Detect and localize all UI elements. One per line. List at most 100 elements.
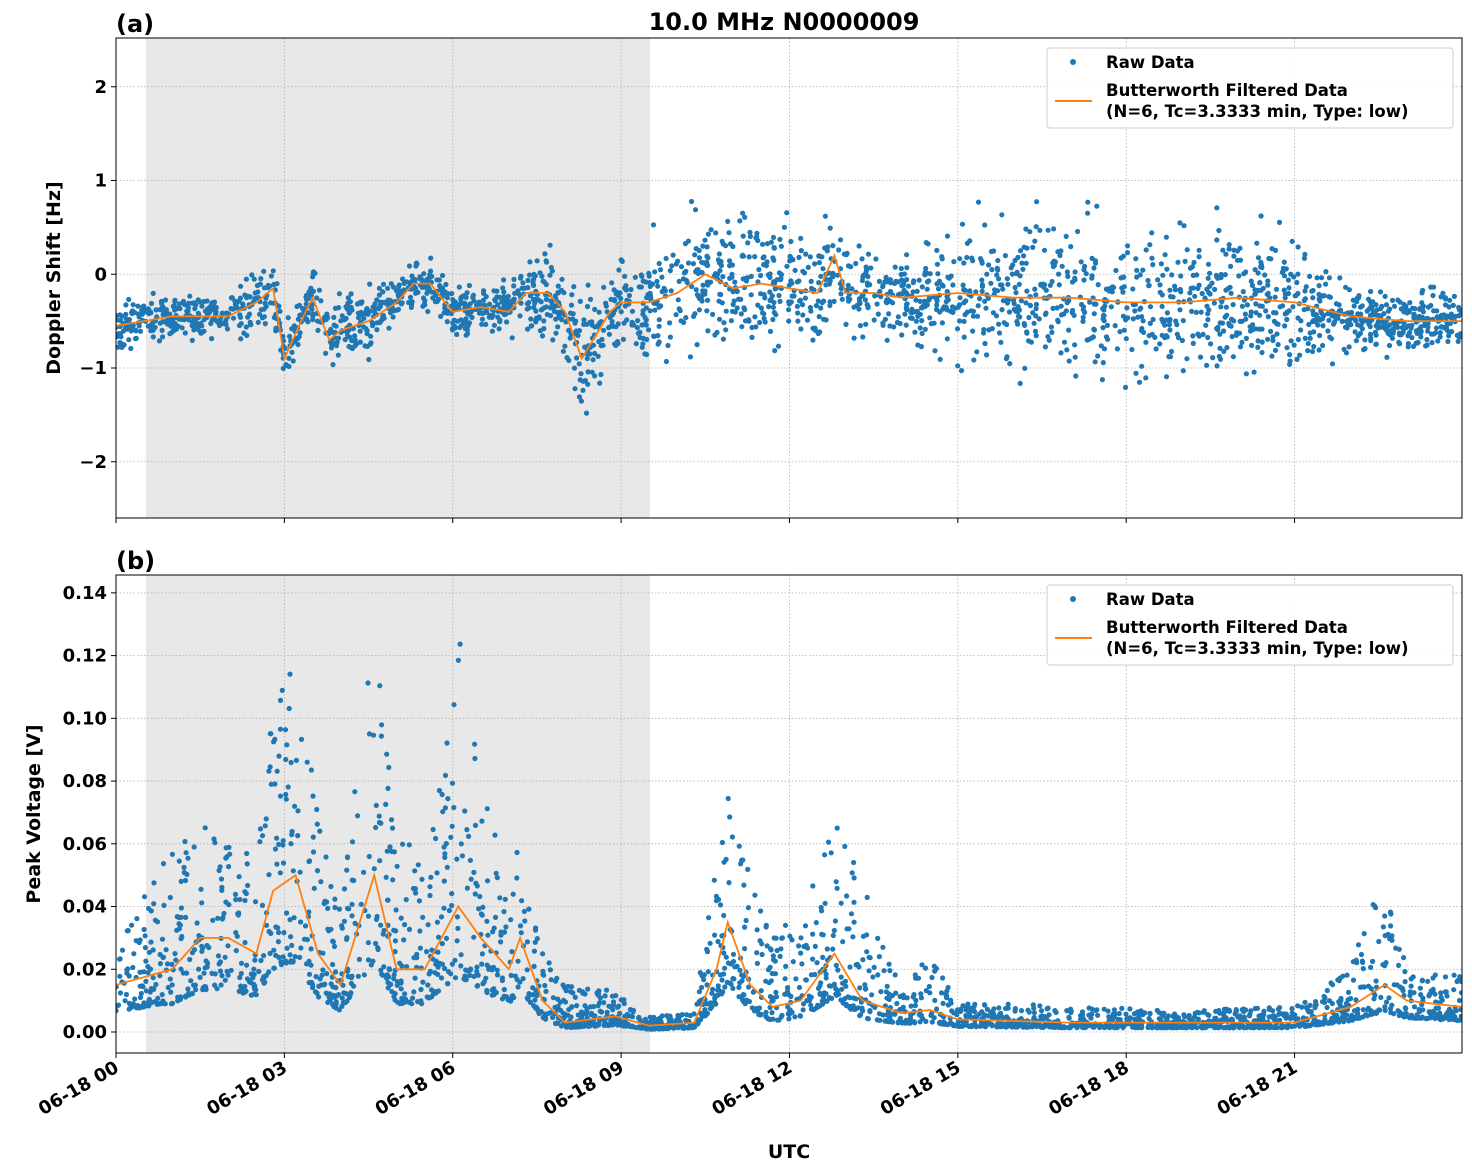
raw-data-point [725,795,731,802]
raw-data-point [1147,320,1153,326]
raw-data-point [1219,299,1225,305]
raw-data-point [745,866,751,873]
raw-data-point [1290,304,1296,310]
raw-data-point [1055,249,1061,255]
raw-data-point [150,319,156,325]
raw-data-point [692,207,699,213]
raw-data-point [479,321,485,327]
raw-data-point [230,306,236,312]
raw-data-point [1237,344,1244,350]
raw-data-point [719,300,725,306]
raw-data-point [589,1021,595,1027]
raw-data-point [135,303,141,309]
raw-data-point [1382,963,1388,969]
raw-data-point [539,333,546,339]
raw-data-point [1211,300,1217,306]
raw-data-point [361,324,367,330]
raw-data-point [836,247,842,253]
raw-data-point [479,316,485,322]
raw-data-point [808,278,814,284]
raw-data-point [670,252,676,258]
raw-data-point [754,927,760,933]
raw-data-point [1058,350,1064,356]
raw-data-point [232,891,239,898]
raw-data-point [784,263,790,269]
raw-data-point [657,1015,663,1021]
raw-data-point [310,834,316,840]
raw-data-point [201,298,207,305]
raw-data-point [1399,325,1405,331]
raw-data-point [458,841,464,847]
raw-data-point [379,722,385,728]
raw-data-point [585,369,591,375]
raw-data-point [871,964,877,971]
raw-data-point [1203,322,1209,328]
raw-data-point [671,1025,677,1031]
raw-data-point [150,947,156,953]
raw-data-point [522,918,528,924]
raw-data-point [1433,330,1439,336]
raw-data-point [1104,322,1110,328]
raw-data-point [1314,1022,1320,1028]
raw-data-point [1066,358,1072,364]
raw-data-point [1221,1025,1227,1031]
raw-data-point [306,858,312,865]
raw-data-point [532,997,538,1003]
raw-data-point [618,997,624,1003]
raw-data-point [626,292,633,299]
raw-data-point [217,864,223,870]
raw-data-point [795,318,801,324]
raw-data-point [907,1015,914,1021]
raw-data-point [748,292,754,298]
raw-data-point [443,281,449,288]
raw-data-point [704,308,710,314]
raw-data-point [1301,297,1307,304]
raw-data-point [449,326,455,332]
raw-data-point [462,808,468,814]
raw-data-point [699,259,705,265]
raw-data-point [1244,302,1250,308]
raw-data-point [678,264,685,270]
raw-data-point [1268,328,1274,334]
raw-data-point [1084,337,1090,343]
raw-data-point [1295,336,1301,343]
raw-data-point [720,336,727,342]
raw-data-point [195,297,201,303]
raw-data-point [581,321,587,327]
raw-data-point [1320,342,1326,349]
raw-data-point [846,298,852,304]
raw-data-point [819,931,825,937]
raw-data-point [1194,272,1200,278]
raw-data-point [758,305,765,311]
raw-data-point [1163,234,1169,240]
raw-data-point [272,846,279,852]
raw-data-point [210,316,216,322]
raw-data-point [308,946,314,952]
raw-data-point [332,904,338,911]
raw-data-point [922,272,928,278]
raw-data-point [1000,286,1006,292]
raw-data-point [583,410,590,416]
raw-data-point [734,288,740,295]
raw-data-point [1258,259,1264,265]
raw-data-point [455,925,461,932]
raw-data-point [759,241,766,247]
raw-data-point [425,308,431,315]
raw-data-point [310,311,316,317]
raw-data-point [400,276,406,282]
raw-data-point [1259,339,1265,345]
raw-data-point [544,311,550,318]
raw-data-point [440,809,446,815]
raw-data-point [945,297,951,303]
raw-data-point [1238,1016,1244,1022]
raw-data-point [492,832,498,838]
raw-data-point [378,733,384,739]
raw-data-point [796,254,802,260]
raw-data-point [934,302,940,308]
raw-data-point [1382,913,1388,919]
raw-data-point [798,248,804,254]
raw-data-point [865,305,871,311]
raw-data-point [355,813,361,819]
raw-data-point [534,992,540,999]
raw-data-point [1443,989,1449,995]
